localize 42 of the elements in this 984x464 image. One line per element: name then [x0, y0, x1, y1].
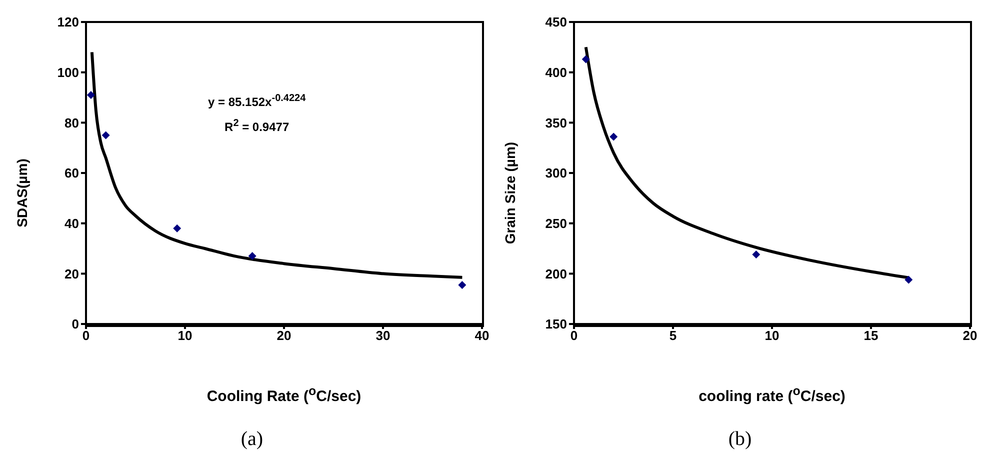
annotation: R$^{2}$ = 0.9477 — [224, 117, 290, 136]
y-axis-title: Grain Size (µm) — [502, 142, 518, 244]
y-tick-label: 100 — [57, 64, 79, 80]
point — [86, 90, 95, 99]
x-tick-label: 15 — [864, 328, 878, 344]
y-tick-label: 250 — [545, 216, 567, 231]
y-tick-label: 120 — [57, 14, 79, 30]
y-tick-label: 40 — [64, 216, 79, 231]
x-tick-label: 5 — [669, 328, 677, 344]
y-tick-label: 300 — [545, 166, 567, 181]
y-tick-label: 200 — [545, 266, 567, 282]
y-tick-label: 80 — [64, 115, 79, 130]
y-axis-title: SDAS(µm) — [14, 158, 30, 228]
point — [102, 131, 110, 140]
point — [458, 280, 466, 289]
x-tick-label: 10 — [178, 328, 192, 344]
y-tick-label: 0 — [72, 316, 79, 332]
x-tick-label: 10 — [764, 328, 780, 344]
y-tick-label: 450 — [545, 14, 567, 30]
x-tick-label: 20 — [276, 328, 292, 344]
point — [904, 276, 913, 284]
x-axis-title: cooling rate ($^{o}$C/sec) — [698, 384, 846, 405]
x-tick-label: 30 — [376, 328, 390, 344]
y-tick-label: 350 — [545, 115, 567, 130]
text: (b) — [727, 428, 753, 451]
point — [248, 252, 256, 260]
text: (a) — [240, 428, 264, 451]
point — [582, 55, 590, 64]
line-series — [90, 50, 464, 279]
y-tick-label: 60 — [64, 166, 79, 181]
y-tick-label: 20 — [64, 266, 79, 282]
annotation: y = 85.152x$^{-0.4224}$ — [208, 92, 306, 111]
y-tick-label: 150 — [545, 316, 567, 332]
x-tick-label: 20 — [962, 328, 978, 344]
point — [173, 224, 182, 232]
x-axis-title: Cooling Rate ($^{o}$C/sec) — [206, 384, 362, 405]
y-tick-label: 400 — [545, 64, 567, 80]
point — [610, 132, 618, 141]
point — [752, 250, 760, 259]
x-tick-label: 0 — [82, 328, 90, 344]
x-tick-label: 0 — [570, 328, 578, 344]
x-tick-label: 40 — [474, 328, 490, 344]
